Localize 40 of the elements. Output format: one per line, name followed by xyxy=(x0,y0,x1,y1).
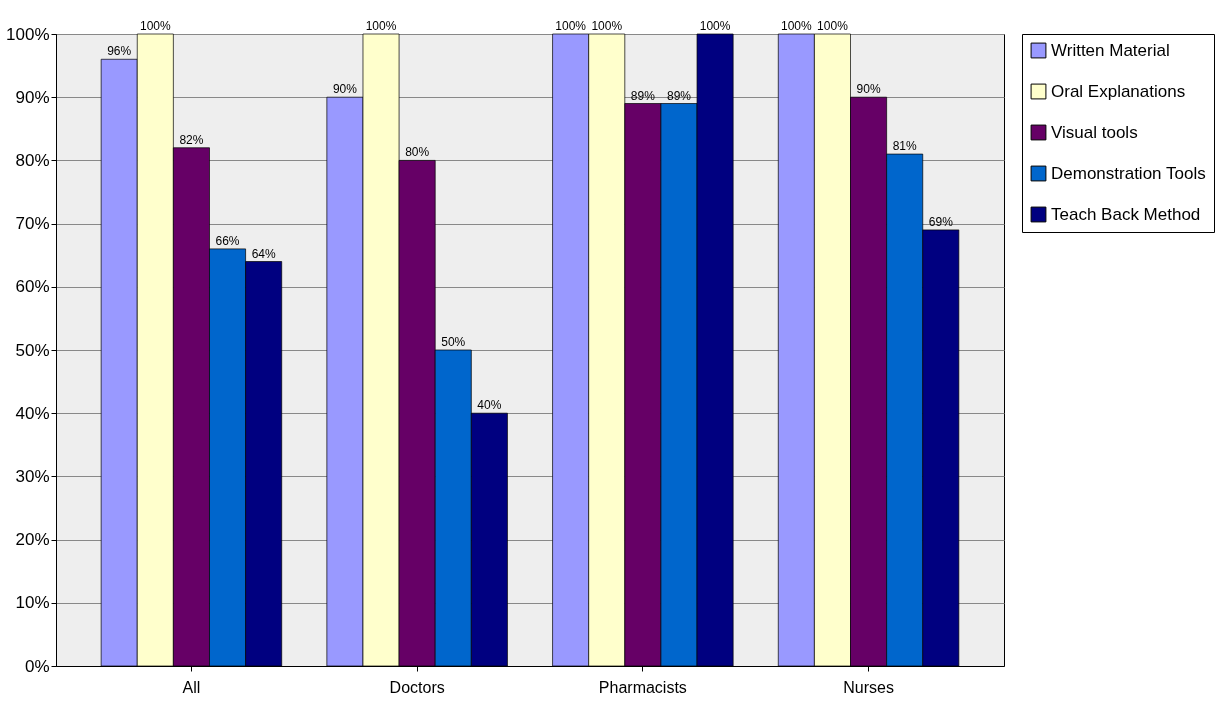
data-label: 82% xyxy=(179,132,204,147)
legend-label: Demonstration Tools xyxy=(1051,163,1206,183)
legend-label: Oral Explanations xyxy=(1051,81,1186,101)
data-label: 50% xyxy=(441,335,466,349)
y-tick-label: 80% xyxy=(15,150,50,170)
data-label: 100% xyxy=(699,19,731,33)
data-label: 69% xyxy=(928,214,954,229)
y-tick-label: 60% xyxy=(15,277,50,297)
legend-label: Visual tools xyxy=(1051,122,1138,142)
data-label: 100% xyxy=(780,19,813,33)
x-tick-label: Nurses xyxy=(843,678,894,696)
data-label: 66% xyxy=(215,233,240,248)
legend-label: Teach Back Method xyxy=(1051,204,1201,224)
y-tick-label: 100% xyxy=(6,24,50,44)
x-tick-label: Doctors xyxy=(389,678,445,696)
data-label: 89% xyxy=(666,88,692,103)
legend-label: Written Material xyxy=(1051,40,1170,60)
data-label: 100% xyxy=(139,19,171,33)
y-tick-label: 0% xyxy=(24,656,50,676)
x-tick-label: Pharmacists xyxy=(598,678,687,696)
data-label: 96% xyxy=(107,44,132,59)
x-tick-label: All xyxy=(182,678,201,696)
data-label: 89% xyxy=(630,88,656,103)
y-tick-label: 20% xyxy=(15,530,50,550)
data-label: 90% xyxy=(332,82,358,97)
y-tick-label: 90% xyxy=(15,87,50,107)
data-label: 81% xyxy=(892,139,918,154)
y-tick-label: 30% xyxy=(15,466,50,486)
data-label: 80% xyxy=(405,145,430,160)
data-label: 100% xyxy=(365,19,397,33)
data-label: 100% xyxy=(817,19,849,33)
y-tick-label: 10% xyxy=(15,593,50,613)
y-tick-label: 50% xyxy=(15,340,50,360)
data-label: 90% xyxy=(856,82,881,97)
y-tick-label: 70% xyxy=(15,214,50,234)
data-label: 100% xyxy=(591,19,623,33)
data-label: 100% xyxy=(555,19,587,33)
data-label: 40% xyxy=(477,398,502,413)
y-tick-label: 40% xyxy=(15,403,50,423)
data-label: 64% xyxy=(251,246,276,261)
